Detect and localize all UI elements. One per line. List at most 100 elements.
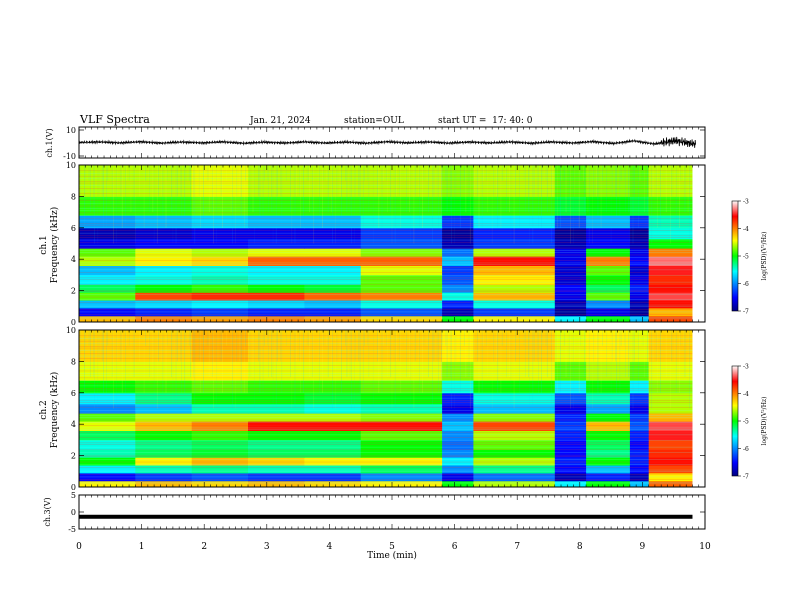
ch2-spectrogram-cell <box>79 380 136 394</box>
ch2-spectrogram-cell <box>191 380 249 394</box>
ch1-spectrogram-ytick-label: 2 <box>71 287 76 296</box>
ch2-spectrogram-cell <box>191 439 249 450</box>
ch2-spectrogram-cell <box>442 430 474 441</box>
ch1-spectrogram-cell <box>586 307 631 317</box>
ch2-spectrogram-cell <box>473 457 556 466</box>
ch2-spectrogram-cell <box>135 330 193 362</box>
ch1-spectrogram-cell <box>248 315 305 323</box>
ch1-spectrogram-cell <box>648 274 693 285</box>
ch1-spectrogram-blank <box>692 165 705 322</box>
ch1-spectrogram-cell <box>135 196 193 216</box>
ch2-spectrogram-cell <box>191 430 249 441</box>
ch2-spec-ylabel: Frequency (kHz) <box>49 372 60 449</box>
ch2-spectrogram-cell <box>135 413 193 422</box>
ch1-colorbar-tick-label: -5 <box>743 254 749 261</box>
ch1-spectrogram-cell <box>248 248 305 257</box>
ch1-spectrogram-cell <box>248 215 305 229</box>
ch2-spectrogram-cell <box>554 449 587 458</box>
ch2-spectrogram-cell <box>191 413 249 422</box>
ch1-spectrogram-cell <box>629 307 650 317</box>
ch1-spectrogram-cell <box>629 215 650 229</box>
ch1-spectrogram-cell <box>191 307 249 317</box>
ch1-spectrogram-cell <box>586 315 631 323</box>
ch1-colorbar-tick-label: -4 <box>743 226 749 233</box>
ch2-spectrogram-cell <box>79 403 136 414</box>
ch1-spectrogram-cell <box>248 284 305 293</box>
ch2-spectrogram-cell <box>248 457 305 466</box>
ch2-spectrogram-cell <box>473 439 556 450</box>
ch2-spectrogram-cell <box>629 472 650 482</box>
ch1-spectrogram-cell <box>79 315 136 323</box>
ch2-spectrogram-ytick-label: 0 <box>71 483 76 492</box>
ch1-spectrogram-ytick-label: 0 <box>71 318 76 327</box>
ch2-spectrogram-cell <box>248 465 305 474</box>
ch1-spectrogram-cell <box>360 196 443 216</box>
ch1-spectrogram-cell <box>442 315 474 323</box>
ch2-spectrogram-cell <box>629 457 650 466</box>
ch2-spectrogram-cell <box>648 439 693 450</box>
ch2-spectrogram-cell <box>648 403 693 414</box>
ch2-spectrogram-cell <box>360 457 443 466</box>
ch2-spectrogram-cell <box>629 380 650 394</box>
ch1-spectrogram-cell <box>554 227 587 240</box>
ch1-spectrogram-cell <box>135 238 193 249</box>
ch1-spectrogram-cell <box>304 227 362 240</box>
ch2-spectrogram-cell <box>135 361 193 381</box>
ch2-spectrogram-cell <box>135 380 193 394</box>
ch2-spectrogram-cell <box>304 430 362 441</box>
ch2-spectrogram-ytick-label: 4 <box>71 420 76 429</box>
ch1-spectrogram-cell <box>554 284 587 293</box>
ch1-spectrogram-cell <box>360 165 443 197</box>
ch2-spectrogram-cell <box>304 449 362 458</box>
ch1-spectrogram-cell <box>629 274 650 285</box>
ch1-spectrogram-cell <box>248 256 305 266</box>
ch1-spectrogram-cell <box>442 300 474 309</box>
ch1-spectrogram-cell <box>304 265 362 276</box>
ch1-colorbar-tick-label: -6 <box>743 281 749 288</box>
x-tick-label: 10 <box>699 542 711 552</box>
ch2-spectrogram-cell <box>629 361 650 381</box>
ch1-spectrogram-cell <box>554 307 587 317</box>
ch1-spectrogram-cell <box>191 196 249 216</box>
ch1-spectrogram-ytick-label: 4 <box>71 255 76 264</box>
ch2-spectrogram-cell <box>248 430 305 441</box>
ch1-spectrogram-cell <box>554 274 587 285</box>
ch2-spectrogram-cell <box>442 421 474 431</box>
ch1-spectrogram-cell <box>79 238 136 249</box>
ch2-colorbar <box>731 365 739 477</box>
ch1-spectrogram-cell <box>442 256 474 266</box>
ch2-spectrogram-cell <box>442 480 474 488</box>
ch3-waveform-frame <box>78 494 706 530</box>
ch2-spectrogram-cell <box>648 361 693 381</box>
ch1-spectrogram-cell <box>629 300 650 309</box>
ch1-spectrogram-cell <box>135 265 193 276</box>
ch1-spectrogram-cell <box>360 292 443 301</box>
ch2-spectrogram-cell <box>629 430 650 441</box>
ch1-spectrogram-cell <box>648 284 693 293</box>
ch2-spectrogram-cell <box>648 413 693 422</box>
ch1-spectrogram-cell <box>191 256 249 266</box>
ch1-spectrogram-cell <box>248 238 305 249</box>
ch2-spectrogram-cell <box>135 392 193 405</box>
ch1-spectrogram-cell <box>586 165 631 197</box>
ch1-spectrogram-cell <box>586 227 631 240</box>
ch2-spectrogram-cell <box>79 330 136 362</box>
ch2-spectrogram-cell <box>191 449 249 458</box>
ch2-spectrogram-cell <box>648 480 693 488</box>
ch2-spectrogram-cell <box>629 449 650 458</box>
ch2-spectrogram-cell <box>554 330 587 362</box>
ch1-spectrogram-cell <box>473 227 556 240</box>
ch1-spectrogram-cell <box>554 238 587 249</box>
ch1-spectrogram-cell <box>629 256 650 266</box>
ch1-spectrogram-cell <box>79 284 136 293</box>
ch1-colorbar-tick-label: -7 <box>743 309 749 316</box>
ch2-spectrogram-cell <box>79 421 136 431</box>
ch1-spectrogram-cell <box>586 196 631 216</box>
ch2-spectrogram-cell <box>629 330 650 362</box>
ch2-spectrogram-cell <box>79 465 136 474</box>
ch2-spectrogram-cell <box>360 330 443 362</box>
ch2-spectrogram-ytick-label: 10 <box>66 326 76 335</box>
ch1-spectrogram-cell <box>473 292 556 301</box>
ch2-spectrogram-cell <box>442 403 474 414</box>
ch2-colorbar-tick-label: -4 <box>743 391 749 398</box>
